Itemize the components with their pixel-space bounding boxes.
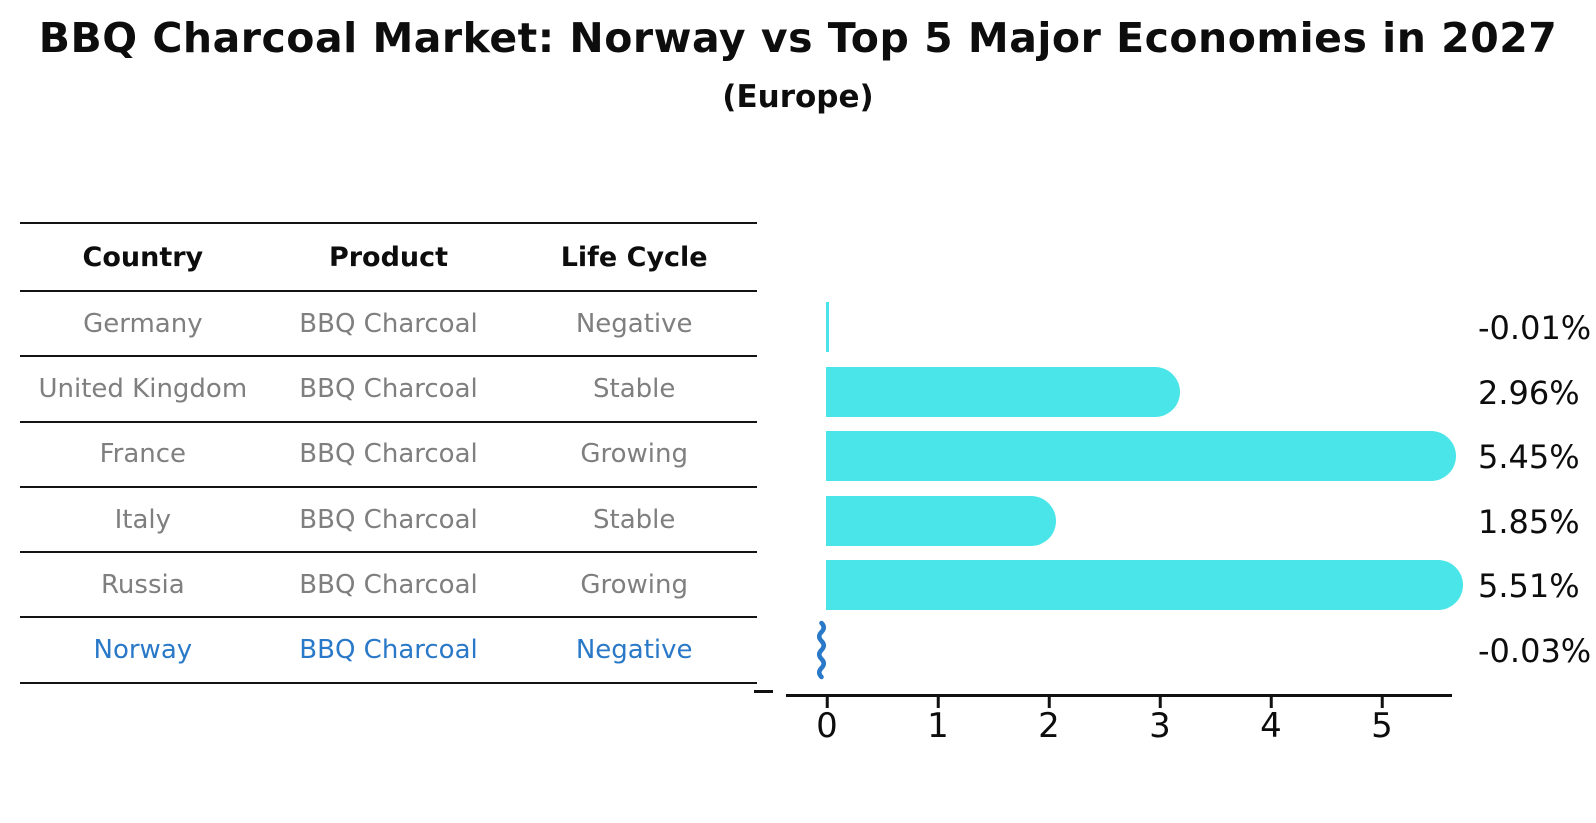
- bar-france: [826, 431, 1456, 481]
- x-axis-tick-3: [1158, 695, 1162, 708]
- cell-country: Russia: [101, 569, 185, 600]
- chart-subtitle: (Europe): [722, 79, 874, 115]
- cell-product: BBQ Charcoal: [299, 569, 478, 600]
- column-header-country: Country: [82, 241, 204, 273]
- bar-germany: [826, 302, 829, 352]
- cell-country: Italy: [114, 504, 172, 535]
- table-row-france: France BBQ Charcoal Growing: [20, 420, 757, 486]
- x-axis-tick-label: 4: [1260, 706, 1282, 746]
- bar-italy: [826, 495, 1057, 546]
- x-axis-tick-label: 5: [1371, 706, 1393, 746]
- bar-norway-squiggle: [816, 620, 827, 680]
- x-axis-tick-5: [1380, 695, 1384, 708]
- cell-product: BBQ Charcoal: [299, 504, 478, 535]
- cell-country: Norway: [93, 635, 193, 666]
- cell-life-cycle: Stable: [593, 504, 676, 535]
- column-header-life-cycle: Life Cycle: [560, 241, 708, 273]
- x-axis-tick-0: [825, 695, 829, 708]
- cell-life-cycle: Stable: [593, 373, 676, 404]
- x-axis-tick-label: 1: [927, 706, 949, 746]
- value-label-france: 5.45%: [1478, 438, 1580, 476]
- value-label-russia: 5.51%: [1478, 567, 1580, 605]
- table-row-germany: Germany BBQ Charcoal Negative: [20, 290, 757, 355]
- x-axis-tick-1: [936, 695, 940, 708]
- chart-title: BBQ Charcoal Market: Norway vs Top 5 Maj…: [38, 14, 1558, 62]
- table-row-united-kingdom: United Kingdom BBQ Charcoal Stable: [20, 355, 757, 420]
- table-row-italy: Italy BBQ Charcoal Stable: [20, 485, 757, 551]
- table-header-row: Country Product Life Cycle: [20, 224, 757, 290]
- x-axis-tick-4: [1269, 695, 1273, 708]
- cell-life-cycle: Negative: [575, 635, 693, 666]
- x-axis-line: [786, 694, 1452, 697]
- cell-country: France: [99, 439, 187, 470]
- value-label-italy: 1.85%: [1478, 502, 1580, 541]
- x-axis-tick-label: 2: [1038, 706, 1060, 746]
- x-axis-tick-2: [1047, 695, 1051, 708]
- country-table: Country Product Life Cycle Germany BBQ C…: [20, 222, 757, 684]
- cell-product: BBQ Charcoal: [299, 439, 478, 470]
- value-label-germany: -0.01%: [1478, 309, 1592, 347]
- cell-country: Germany: [83, 308, 203, 339]
- x-axis-tick-label: 3: [1149, 706, 1171, 746]
- cell-product: BBQ Charcoal: [299, 308, 478, 339]
- cell-product: BBQ Charcoal: [299, 635, 478, 666]
- cell-product: BBQ Charcoal: [299, 373, 478, 404]
- table-row-norway: Norway BBQ Charcoal Negative: [20, 616, 757, 681]
- x-axis-tick-label: 0: [816, 706, 838, 746]
- table-row-russia: Russia BBQ Charcoal Growing: [20, 551, 757, 616]
- bar-russia: [826, 560, 1463, 610]
- cell-life-cycle: Negative: [575, 308, 693, 339]
- axis-end-dash: [754, 690, 773, 693]
- bar-united-kingdom: [826, 366, 1180, 417]
- column-header-product: Product: [328, 241, 449, 273]
- cell-country: United Kingdom: [38, 373, 248, 404]
- value-label-united-kingdom: 2.96%: [1478, 373, 1580, 412]
- cell-life-cycle: Growing: [580, 439, 688, 470]
- cell-life-cycle: Growing: [580, 569, 688, 600]
- value-label-norway: -0.03%: [1478, 631, 1592, 670]
